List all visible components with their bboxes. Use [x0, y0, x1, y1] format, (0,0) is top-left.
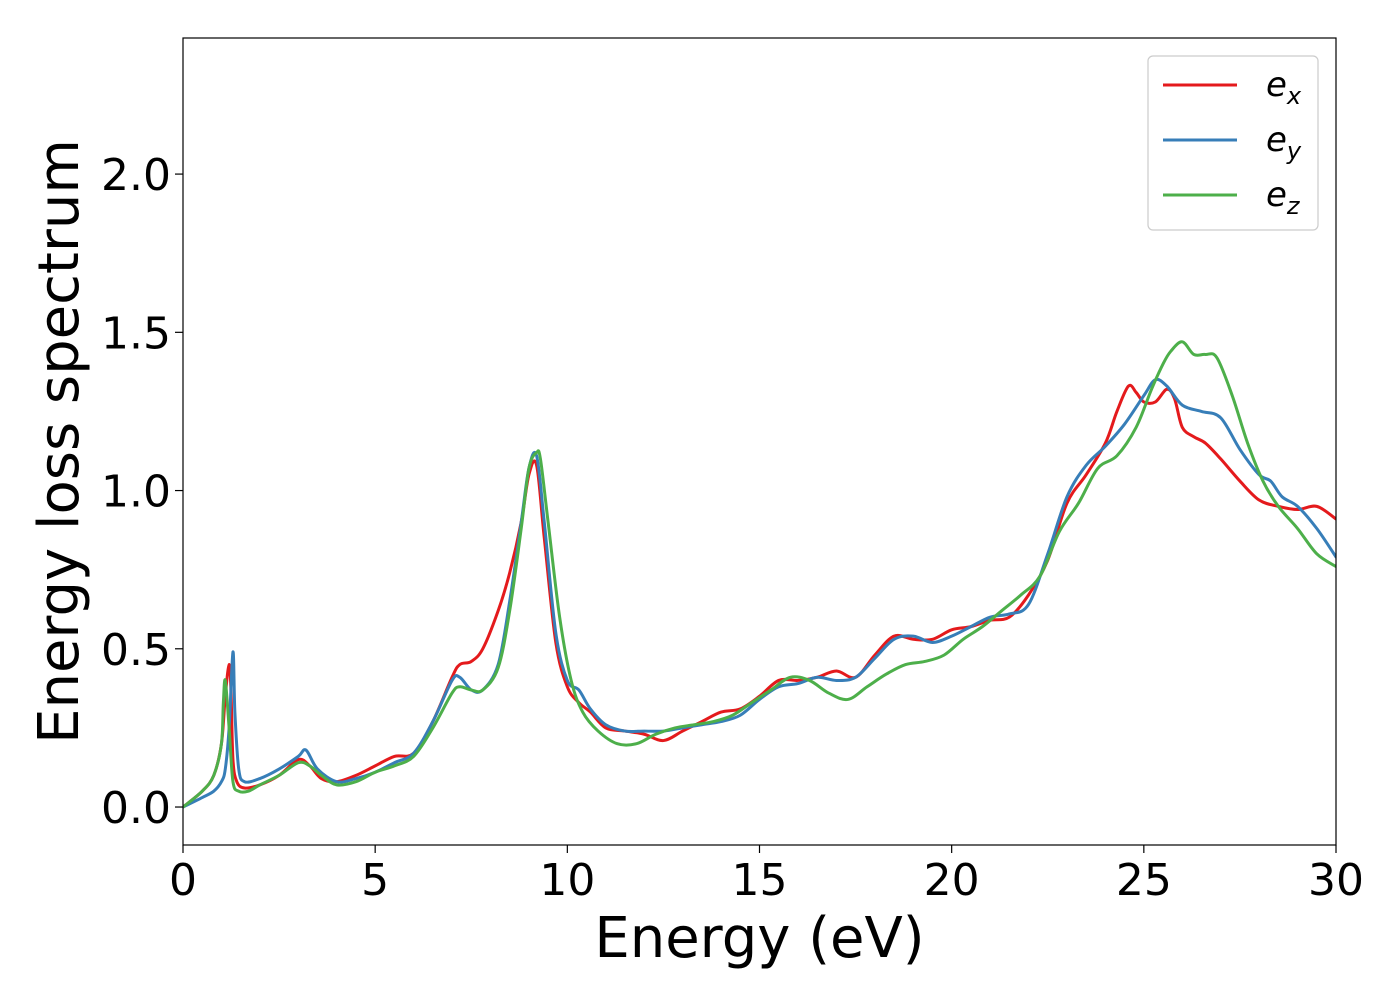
y-axis-label: Energy loss spectrum — [27, 139, 92, 744]
series-line-x — [183, 383, 1336, 809]
x-tick-label: 0 — [169, 855, 197, 906]
x-tick-label: 5 — [361, 855, 389, 906]
x-tick-label: 15 — [732, 855, 788, 906]
x-axis-ticks: 0 5 10 15 20 25 30 — [169, 845, 1364, 906]
legend-label-z: ez — [1266, 175, 1301, 220]
series-line-z — [183, 340, 1336, 809]
legend-label-x: ex — [1266, 65, 1302, 110]
y-axis-ticks: 0.0 0.5 1.0 1.5 2.0 — [101, 150, 183, 834]
y-tick-label: 1.5 — [101, 308, 171, 359]
series-layer — [183, 340, 1336, 809]
x-tick-label: 30 — [1308, 855, 1364, 906]
y-tick-label: 0.5 — [101, 625, 171, 676]
legend-label-y: ey — [1266, 120, 1302, 165]
series-line-y — [183, 377, 1336, 809]
legend-box — [1147, 55, 1319, 231]
x-axis-label: Energy (eV) — [594, 906, 924, 971]
y-tick-label: 2.0 — [101, 150, 171, 201]
x-tick-label: 25 — [1116, 855, 1172, 906]
x-tick-label: 20 — [924, 855, 980, 906]
legend: ex ey ez — [1147, 55, 1319, 231]
y-tick-label: 1.0 — [101, 467, 171, 518]
y-tick-label: 0.0 — [101, 783, 171, 834]
x-tick-label: 10 — [539, 855, 595, 906]
